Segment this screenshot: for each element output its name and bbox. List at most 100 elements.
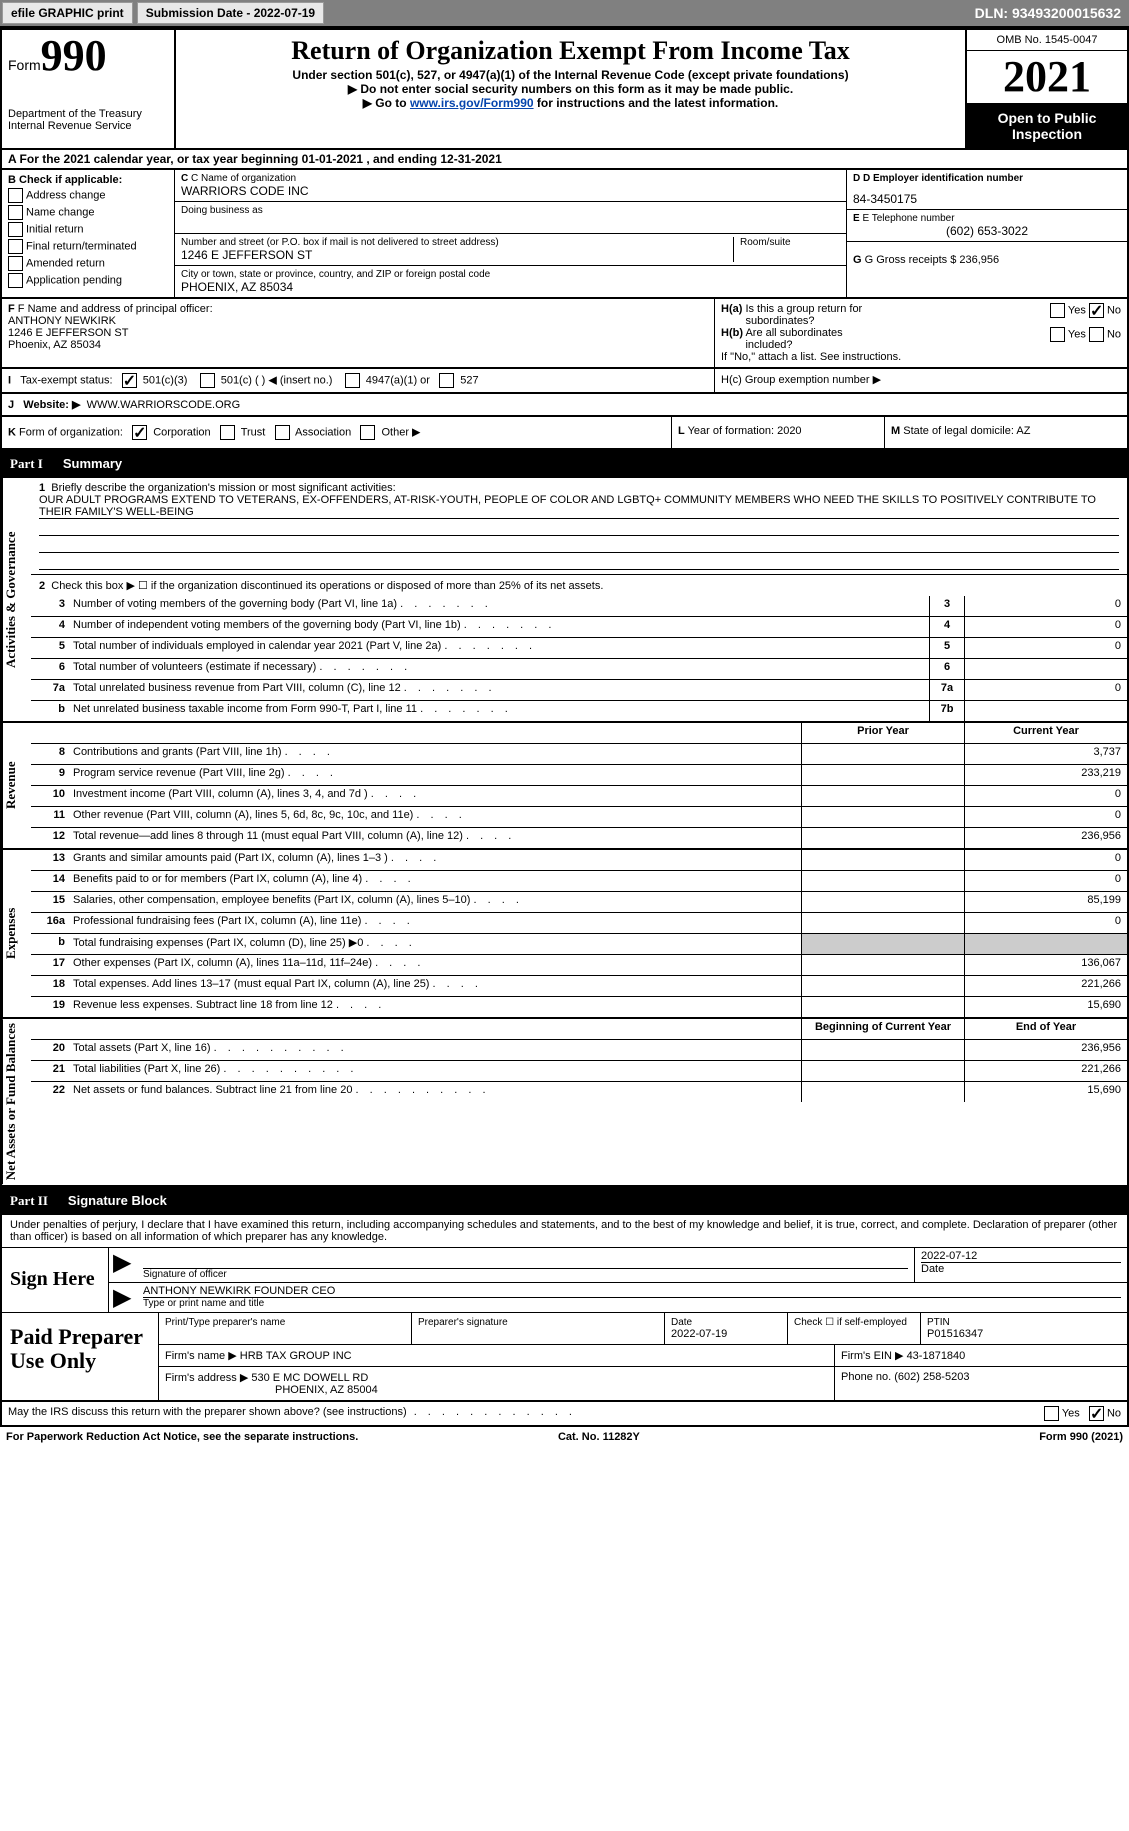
e-phone-value: (602) 653-3022: [853, 224, 1121, 238]
city-label: City or town, state or province, country…: [181, 269, 840, 280]
summary-row: 7aTotal unrelated business revenue from …: [31, 680, 1127, 701]
note-2: ▶ Go to www.irs.gov/Form990 for instruct…: [180, 96, 961, 110]
signature-section: Under penalties of perjury, I declare th…: [0, 1215, 1129, 1402]
website-row: J Website: ▶ WWW.WARRIORSCODE.ORG: [0, 394, 1129, 417]
summary-row: 6Total number of volunteers (estimate if…: [31, 659, 1127, 680]
te-501c[interactable]: [200, 373, 215, 388]
f-label: F F Name and address of principal office…: [8, 303, 708, 315]
addr-value: 1246 E JEFFERSON ST: [181, 248, 733, 262]
ha-label: H(a) Is this a group return for subordin…: [721, 303, 862, 327]
f-addr2: Phoenix, AZ 85034: [8, 339, 708, 351]
hb-label: H(b) Are all subordinates included?: [721, 327, 843, 351]
dln-number: DLN: 93493200015632: [975, 5, 1127, 21]
part1-header: Part I Summary: [0, 450, 1129, 478]
check-address-change[interactable]: [8, 188, 23, 203]
c-name-value: WARRIORS CODE INC: [181, 184, 840, 198]
te-527[interactable]: [439, 373, 454, 388]
g-gross-value: 236,956: [959, 254, 999, 266]
dba-label: Doing business as: [181, 205, 840, 216]
form-subtitle: Under section 501(c), 527, or 4947(a)(1)…: [180, 68, 961, 82]
netasset-row: 20Total assets (Part X, line 16) . . . .…: [31, 1040, 1127, 1061]
website-value: WWW.WARRIORSCODE.ORG: [87, 399, 241, 411]
omb-number: OMB No. 1545-0047: [967, 30, 1127, 51]
form-label: Form: [8, 57, 41, 73]
netasset-row: 22Net assets or fund balances. Subtract …: [31, 1082, 1127, 1102]
page-footer: For Paperwork Reduction Act Notice, see …: [0, 1427, 1129, 1447]
public-inspection: Open to Public Inspection: [967, 104, 1127, 148]
e-phone-label: E E Telephone number: [853, 213, 1121, 224]
expense-row: bTotal fundraising expenses (Part IX, co…: [31, 934, 1127, 955]
revenue-row: 8Contributions and grants (Part VIII, li…: [31, 744, 1127, 765]
sign-here-label: Sign Here: [2, 1248, 109, 1312]
efile-print-button[interactable]: efile GRAPHIC print: [2, 2, 133, 24]
expense-row: 19Revenue less expenses. Subtract line 1…: [31, 997, 1127, 1017]
irs-link[interactable]: www.irs.gov/Form990: [410, 96, 534, 110]
check-name-change[interactable]: [8, 205, 23, 220]
k-corp[interactable]: [132, 425, 147, 440]
row-a-period: A For the 2021 calendar year, or tax yea…: [0, 150, 1129, 170]
g-gross-label: G G Gross receipts $: [853, 254, 956, 266]
activities-governance: Activities & Governance 1 Briefly descri…: [0, 478, 1129, 723]
ha-no[interactable]: [1089, 303, 1104, 318]
hb-note: If "No," attach a list. See instructions…: [721, 351, 1121, 363]
note-1: ▶ Do not enter social security numbers o…: [180, 82, 961, 96]
side-expenses: Expenses: [2, 850, 31, 1017]
part2-header: Part II Signature Block: [0, 1187, 1129, 1215]
expenses-section: Expenses 13Grants and similar amounts pa…: [0, 850, 1129, 1019]
revenue-row: 12Total revenue—add lines 8 through 11 (…: [31, 828, 1127, 848]
form-title: Return of Organization Exempt From Incom…: [180, 36, 961, 66]
netassets-section: Net Assets or Fund Balances Beginning of…: [0, 1019, 1129, 1186]
revenue-section: Revenue Prior Year Current Year 8Contrib…: [0, 723, 1129, 850]
expense-row: 15Salaries, other compensation, employee…: [31, 892, 1127, 913]
hb-yes[interactable]: [1050, 327, 1065, 342]
te-501c3[interactable]: [122, 373, 137, 388]
may-irs-discuss: May the IRS discuss this return with the…: [0, 1402, 1129, 1427]
city-value: PHOENIX, AZ 85034: [181, 280, 840, 294]
d-ein-value: 84-3450175: [853, 184, 1121, 206]
declaration-text: Under penalties of perjury, I declare th…: [2, 1215, 1127, 1247]
k-trust[interactable]: [220, 425, 235, 440]
netasset-row: 21Total liabilities (Part X, line 26) . …: [31, 1061, 1127, 1082]
d-ein-label: D D Employer identification number: [853, 173, 1121, 184]
check-amended-return[interactable]: [8, 256, 23, 271]
revenue-row: 11Other revenue (Part VIII, column (A), …: [31, 807, 1127, 828]
hc-label: H(c) Group exemption number ▶: [721, 374, 881, 386]
ha-yes[interactable]: [1050, 303, 1065, 318]
tax-year: 2021: [967, 51, 1127, 104]
dept-label: Department of the TreasuryInternal Reven…: [8, 108, 168, 132]
irs-discuss-yes[interactable]: [1044, 1406, 1059, 1421]
room-label: Room/suite: [740, 237, 840, 248]
side-gov: Activities & Governance: [2, 478, 31, 721]
expense-row: 14Benefits paid to or for members (Part …: [31, 871, 1127, 892]
addr-label: Number and street (or P.O. box if mail i…: [181, 237, 733, 248]
f-name: ANTHONY NEWKIRK: [8, 315, 708, 327]
tax-exempt-row: I Tax-exempt status: 501(c)(3) 501(c) ( …: [0, 369, 1129, 394]
te-4947[interactable]: [345, 373, 360, 388]
b-header: B Check if applicable:: [8, 174, 168, 186]
paid-preparer-label: Paid Preparer Use Only: [2, 1313, 159, 1400]
expense-row: 16aProfessional fundraising fees (Part I…: [31, 913, 1127, 934]
check-final-return[interactable]: [8, 239, 23, 254]
section-b: B Check if applicable: Address change Na…: [0, 170, 1129, 299]
revenue-row: 10Investment income (Part VIII, column (…: [31, 786, 1127, 807]
check-application-pending[interactable]: [8, 273, 23, 288]
topbar: efile GRAPHIC print Submission Date - 20…: [0, 0, 1129, 26]
check-initial-return[interactable]: [8, 222, 23, 237]
summary-row: 4Number of independent voting members of…: [31, 617, 1127, 638]
expense-row: 17Other expenses (Part IX, column (A), l…: [31, 955, 1127, 976]
form-header: Form990 Department of the TreasuryIntern…: [0, 26, 1129, 150]
section-f: F F Name and address of principal office…: [0, 299, 1129, 369]
irs-discuss-no[interactable]: [1089, 1406, 1104, 1421]
revenue-row: 9Program service revenue (Part VIII, lin…: [31, 765, 1127, 786]
form-number: 990: [41, 31, 107, 80]
mission-text: OUR ADULT PROGRAMS EXTEND TO VETERANS, E…: [39, 494, 1119, 519]
hb-no[interactable]: [1089, 327, 1104, 342]
summary-row: 5Total number of individuals employed in…: [31, 638, 1127, 659]
f-addr1: 1246 E JEFFERSON ST: [8, 327, 708, 339]
side-revenue: Revenue: [2, 723, 31, 848]
submission-date: Submission Date - 2022-07-19: [137, 2, 324, 24]
k-assoc[interactable]: [275, 425, 290, 440]
summary-row: 3Number of voting members of the governi…: [31, 596, 1127, 617]
k-other[interactable]: [360, 425, 375, 440]
c-name-label: C C Name of organization: [181, 173, 840, 184]
